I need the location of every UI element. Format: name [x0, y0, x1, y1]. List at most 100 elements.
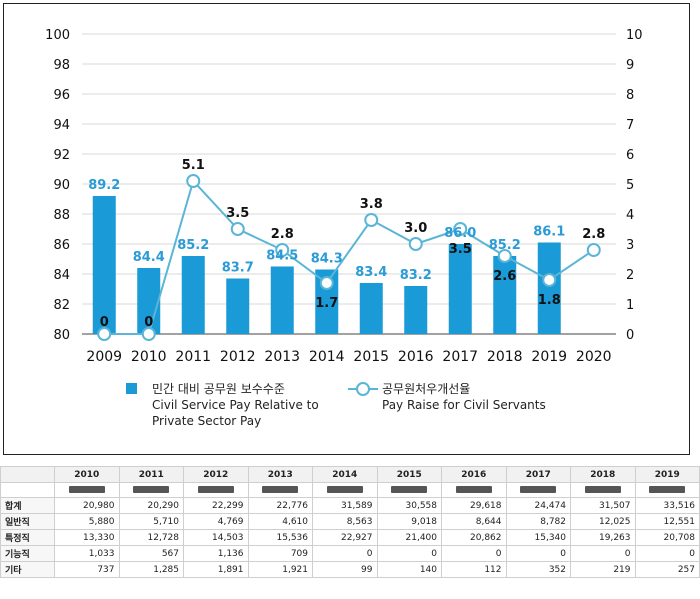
legend-line-label-en: Pay Raise for Civil Servants	[382, 398, 546, 412]
row-label: 합계	[0, 497, 55, 514]
line-value-label: 2.8	[582, 227, 605, 242]
bar	[404, 286, 428, 334]
unit-cell	[505, 482, 571, 498]
table-cell: 0	[312, 545, 378, 562]
line-value-label: 3.8	[360, 197, 383, 212]
table-cell: 13,330	[54, 529, 120, 546]
table-cell: 0	[570, 545, 636, 562]
table-cell: 33,516	[634, 497, 700, 514]
bar	[181, 256, 205, 334]
table-cell: 20,862	[441, 529, 507, 546]
x-tick-label: 2012	[220, 349, 256, 365]
year-header: 2013	[247, 466, 313, 483]
table-row: 합계 20,980 20,290 22,299 22,776 31,589 30,558 29…	[0, 497, 700, 514]
bar-value-label: 89.2	[88, 178, 120, 193]
table-cell: 8,782	[505, 513, 571, 530]
unit-chip	[455, 486, 492, 493]
table-cell: 737	[54, 561, 120, 578]
unit-cell	[441, 482, 507, 498]
unit-cell	[54, 482, 120, 498]
table-cell: 1,921	[247, 561, 313, 578]
x-tick-label: 2015	[353, 349, 389, 365]
table-cell: 219	[570, 561, 636, 578]
year-header: 2017	[505, 466, 571, 483]
bar-value-label: 83.4	[355, 265, 387, 280]
line-value-label: 2.8	[271, 227, 294, 242]
y-left-tick-label: 100	[45, 28, 70, 43]
y-right-tick-label: 6	[626, 148, 634, 163]
unit-row-blank	[0, 482, 55, 498]
legend-bar-swatch	[126, 383, 137, 394]
line-point	[319, 276, 334, 290]
table-cell: 29,618	[441, 497, 507, 514]
unit-chip	[262, 486, 299, 493]
bar-value-label: 86.0	[444, 226, 476, 241]
unit-cell	[183, 482, 249, 498]
table-unit-row	[0, 482, 700, 498]
table-cell: 8,644	[441, 513, 507, 530]
row-label: 특정직	[0, 529, 55, 546]
row-label: 기타	[0, 561, 55, 578]
y-right-tick-label: 4	[626, 208, 634, 223]
y-left-tick-label: 88	[53, 208, 70, 223]
year-header: 2010	[54, 466, 120, 483]
table-cell: 22,927	[312, 529, 378, 546]
table-corner-cell	[0, 466, 55, 483]
table-cell: 4,769	[183, 513, 249, 530]
table-cell: 20,708	[634, 529, 700, 546]
x-tick-label: 2009	[86, 349, 122, 365]
row-label: 기능직	[0, 545, 55, 562]
bar	[537, 242, 561, 334]
unit-cell	[312, 482, 378, 498]
line-value-label: 1.8	[538, 293, 561, 308]
year-header: 2014	[312, 466, 378, 483]
line-value-label: 3.0	[404, 221, 427, 236]
bar	[493, 256, 517, 334]
table-cell: 15,340	[505, 529, 571, 546]
table-cell: 0	[376, 545, 442, 562]
line-point	[230, 222, 245, 236]
line-point	[497, 249, 512, 263]
line-value-label: 0	[100, 315, 109, 330]
y-left-tick-label: 96	[53, 88, 70, 103]
x-tick-label: 2014	[309, 349, 345, 365]
table-cell: 99	[312, 561, 378, 578]
y-left-tick-label: 86	[53, 238, 70, 253]
bar-value-label: 84.3	[311, 252, 343, 267]
bar-value-label: 85.2	[489, 238, 521, 253]
table-cell: 22,776	[247, 497, 313, 514]
bar	[226, 278, 250, 334]
table-cell: 140	[376, 561, 442, 578]
line-point	[586, 243, 601, 257]
table-row: 기능직 1,033 567 1,136 709 0 0 0 0 0 0	[0, 545, 700, 562]
unit-chip	[584, 486, 621, 493]
legend-bar-label-en1: Civil Service Pay Relative to	[152, 398, 319, 412]
legend-line-label-ko: 공무원처우개선율	[382, 382, 470, 396]
table-cell: 20,290	[118, 497, 184, 514]
table-cell: 21,400	[376, 529, 442, 546]
table-cell: 20,980	[54, 497, 120, 514]
table-cell: 12,025	[570, 513, 636, 530]
y-left-tick-label: 80	[53, 328, 70, 343]
table-row: 기타 737 1,285 1,891 1,921 99 140 112 352 219 257	[0, 561, 700, 578]
y-right-tick-label: 3	[626, 238, 634, 253]
y-left-tick-label: 98	[53, 58, 70, 73]
x-tick-label: 2016	[398, 349, 434, 365]
y-left-tick-label: 94	[53, 118, 70, 133]
unit-cell	[118, 482, 184, 498]
table-cell: 1,285	[118, 561, 184, 578]
data-table-wrapper: 2010 2011 2012 2013 2014 2015 2016 2017 2018 2019…	[0, 466, 700, 578]
unit-chip	[326, 486, 363, 493]
unit-cell	[247, 482, 313, 498]
y-right-tick-label: 2	[626, 268, 634, 283]
year-header: 2016	[441, 466, 507, 483]
line-value-label: 3.5	[226, 206, 249, 221]
table-cell: 31,589	[312, 497, 378, 514]
x-tick-label: 2017	[442, 349, 478, 365]
line-value-label: 0	[144, 315, 153, 330]
line-point	[97, 327, 112, 341]
bar-value-label: 85.2	[177, 238, 209, 253]
y-left-tick-label: 82	[53, 298, 70, 313]
table-cell: 14,503	[183, 529, 249, 546]
row-label: 일반직	[0, 513, 55, 530]
